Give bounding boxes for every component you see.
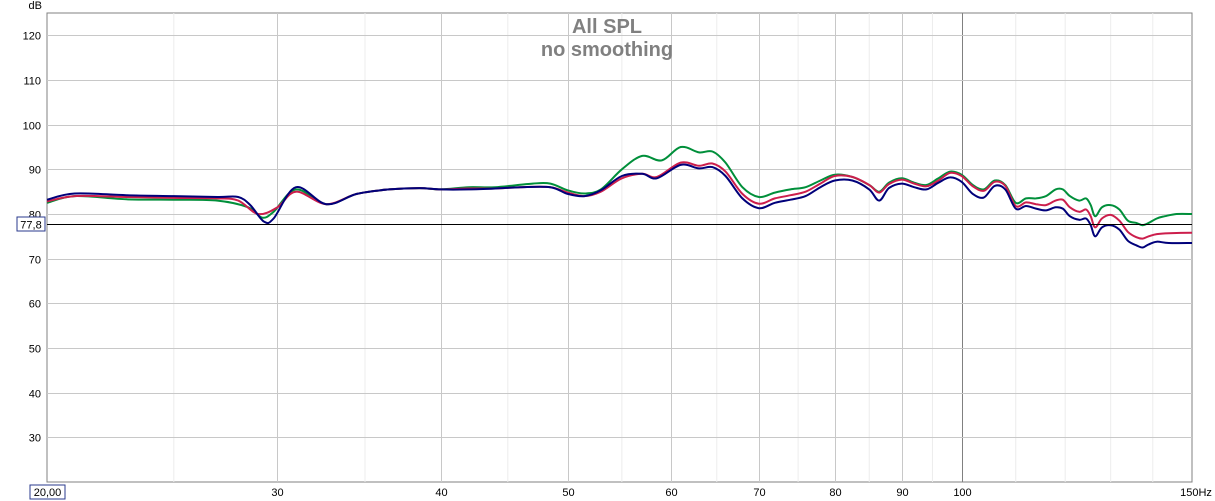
y-tick-label: 100 bbox=[23, 121, 41, 133]
gridlines bbox=[47, 13, 1192, 482]
y-tick-label: 120 bbox=[23, 31, 41, 43]
x-tick-label: 80 bbox=[829, 487, 841, 499]
x-start-box-frame bbox=[29, 484, 66, 500]
y-tick-label: 40 bbox=[29, 389, 41, 401]
x-tick-label: 50 bbox=[562, 487, 574, 499]
plot-area-background bbox=[46, 12, 1193, 483]
axes: 30 40 50 60 70 80 90 10030405060708090100110120… bbox=[23, 31, 1212, 500]
cursor-overlay[interactable]: 77,8 bbox=[16, 216, 1192, 232]
y-tick-label: 50 bbox=[29, 344, 41, 356]
x-tick-label: 40 bbox=[435, 487, 447, 499]
x-tick-label: 70 bbox=[753, 487, 765, 499]
y-tick-label: 60 bbox=[29, 299, 41, 311]
cursor-value-box[interactable]: 77,8 bbox=[16, 216, 46, 232]
series-line bbox=[46, 163, 1193, 249]
cursor-box-frame bbox=[16, 216, 46, 232]
x-tick-label: 100 bbox=[953, 487, 971, 499]
cursor-value-text: 77,8 bbox=[20, 220, 41, 232]
chart-subtitle: no smoothing bbox=[541, 39, 673, 61]
x-tick-label: 90 bbox=[896, 487, 908, 499]
x-start-value-text: 20,00 bbox=[34, 487, 62, 499]
x-axis-end-label: 150Hz bbox=[1180, 487, 1212, 499]
y-tick-label: 90 bbox=[29, 165, 41, 177]
x-tick-label: 30 bbox=[271, 487, 283, 499]
y-tick-label: 70 bbox=[29, 255, 41, 267]
y-tick-label: 30 bbox=[29, 433, 41, 445]
y-axis-unit-label: dB bbox=[29, 0, 42, 12]
series-lines bbox=[46, 145, 1193, 249]
chart-title: All SPL bbox=[572, 16, 642, 38]
x-start-value-box[interactable]: 20,00 bbox=[29, 484, 66, 500]
y-tick-label: 110 bbox=[23, 76, 41, 88]
x-tick-label: 60 bbox=[665, 487, 677, 499]
